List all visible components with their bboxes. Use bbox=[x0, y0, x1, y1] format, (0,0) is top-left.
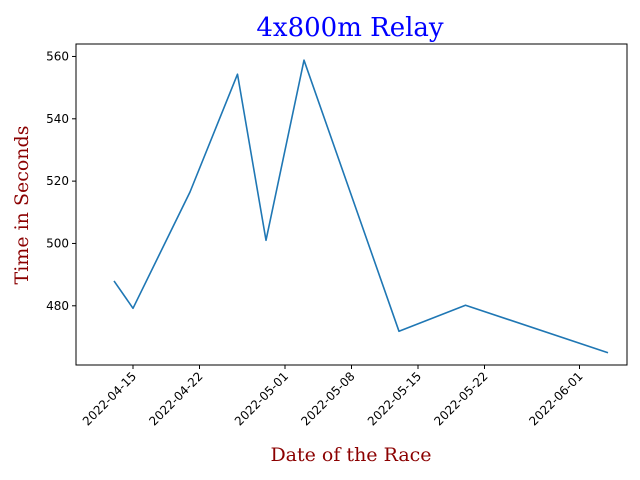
plot-frame bbox=[75, 43, 628, 366]
y-axis-title: Time in Seconds bbox=[11, 126, 33, 285]
y-tick-label: 540 bbox=[46, 112, 69, 126]
x-tick-label: 2022-05-22 bbox=[431, 369, 490, 428]
x-axis: 2022-04-15 2022-04-22 2022-05-01 2022-05-08… bbox=[80, 365, 586, 428]
y-tick-label: 520 bbox=[46, 174, 69, 188]
x-tick-label: 2022-05-01 bbox=[232, 369, 291, 428]
x-tick-label: 2022-04-22 bbox=[146, 369, 205, 428]
series-layer bbox=[113, 59, 609, 354]
x-tick-label: 2022-06-01 bbox=[526, 369, 585, 428]
x-tick-label: 2022-05-08 bbox=[298, 369, 357, 428]
series-line bbox=[113, 59, 609, 354]
y-tick-label: 500 bbox=[46, 236, 69, 250]
x-tick-label: 2022-04-15 bbox=[80, 369, 139, 428]
x-tick-label: 2022-05-15 bbox=[365, 369, 424, 428]
y-tick-label: 480 bbox=[46, 299, 69, 313]
y-tick-label: 560 bbox=[46, 49, 69, 63]
chart-title: 4x800m Relay bbox=[256, 13, 444, 43]
x-axis-title: Date of the Race bbox=[270, 444, 431, 466]
y-axis: 480 500 520 540 560 bbox=[46, 49, 76, 313]
